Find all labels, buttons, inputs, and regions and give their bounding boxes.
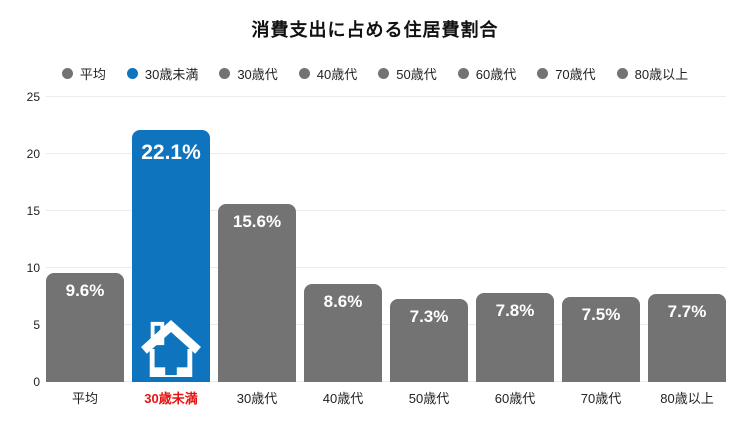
legend-item: 80歳以上	[616, 64, 689, 83]
legend-dot-icon	[219, 68, 231, 79]
x-axis-category-label: 平均	[71, 391, 98, 406]
house-door	[165, 360, 177, 376]
legend-dot-icon	[61, 68, 73, 79]
legend-label: 50歳代	[396, 67, 437, 82]
legend-dot-icon	[298, 68, 310, 79]
legend-dot-icon	[616, 68, 628, 79]
gridline	[46, 267, 726, 268]
legend-dot-icon	[126, 68, 138, 79]
x-axis-category-label: 50歳代	[408, 391, 450, 406]
x-axis-category-label: 40歳代	[322, 391, 364, 406]
bar-value-label: 22.1%	[141, 141, 201, 165]
bar-value-label: 8.6%	[323, 291, 363, 311]
legend-dot-icon	[457, 68, 469, 79]
x-axis-category-label: 30歳代	[236, 391, 278, 406]
bar: 7.5%	[562, 296, 640, 382]
y-axis-tick-label: 10	[26, 261, 40, 275]
bar-value-label: 7.7%	[667, 302, 707, 322]
legend-label: 60歳代	[475, 67, 517, 82]
legend-label: 40歳代	[316, 67, 358, 82]
chart-title: 消費支出に占める住居費割合	[251, 20, 499, 40]
bar-highlighted: 22.1%	[132, 130, 210, 382]
y-axis-tick-label: 5	[33, 318, 40, 332]
y-axis-tick-label: 20	[26, 147, 40, 161]
bars-group: 9.6% 22.1% 15.6% 8.6% 7.3% 7.8% 7.5% 7.7%	[46, 97, 726, 382]
bar-value-label: 7.5%	[581, 304, 621, 324]
x-axis-category-label: 80歳以上	[660, 391, 714, 406]
bar: 7.7%	[648, 294, 726, 382]
bar: 8.6%	[304, 283, 382, 382]
bar-value-label: 7.8%	[495, 301, 535, 321]
gridline	[46, 210, 726, 211]
plot-area: 9.6% 22.1% 15.6% 8.6% 7.3% 7.8% 7.5% 7.7%	[46, 96, 726, 382]
x-axis-category-label: 70歳代	[580, 391, 622, 406]
bar: 9.6%	[46, 272, 124, 382]
x-axis: 平均 30歳未満 30歳代 40歳代 50歳代 60歳代 70歳代 80歳以上	[46, 388, 726, 407]
x-axis-category-label: 30歳未満	[144, 391, 198, 406]
legend-item: 60歳代	[457, 64, 517, 83]
gridline	[46, 153, 726, 154]
legend-dot-icon	[378, 68, 390, 79]
bar-value-label: 9.6%	[65, 280, 105, 300]
legend-dot-icon	[537, 68, 549, 79]
legend: 平均 30歳未満 30歳代 40歳代 50歳代 60歳代 70歳代 80歳以上	[0, 64, 750, 83]
x-axis-category-label: 60歳代	[494, 391, 536, 406]
gridline	[46, 381, 726, 382]
y-axis-tick-label: 15	[26, 204, 40, 218]
legend-item: 平均	[61, 64, 106, 83]
y-axis-tick-label: 25	[26, 90, 40, 104]
bar: 7.8%	[476, 293, 554, 382]
gridline	[46, 324, 726, 325]
house-icon	[141, 319, 201, 377]
legend-item: 40歳代	[298, 64, 358, 83]
legend-item: 30歳代	[219, 64, 278, 83]
legend-label: 30歳未満	[144, 67, 199, 82]
legend-label: 30歳代	[237, 67, 278, 82]
legend-label: 70歳代	[555, 67, 596, 82]
bar: 7.3%	[390, 298, 468, 382]
legend-label: 80歳以上	[634, 67, 689, 82]
bar-value-label: 15.6%	[232, 212, 282, 232]
bar: 15.6%	[218, 204, 296, 382]
legend-item: 50歳代	[378, 64, 437, 83]
legend-item: 70歳代	[537, 64, 596, 83]
legend-label: 平均	[79, 67, 106, 82]
y-axis-tick-label: 0	[33, 375, 40, 389]
gridline	[46, 96, 726, 97]
legend-item: 30歳未満	[126, 64, 199, 83]
bar-value-label: 7.3%	[409, 306, 449, 326]
